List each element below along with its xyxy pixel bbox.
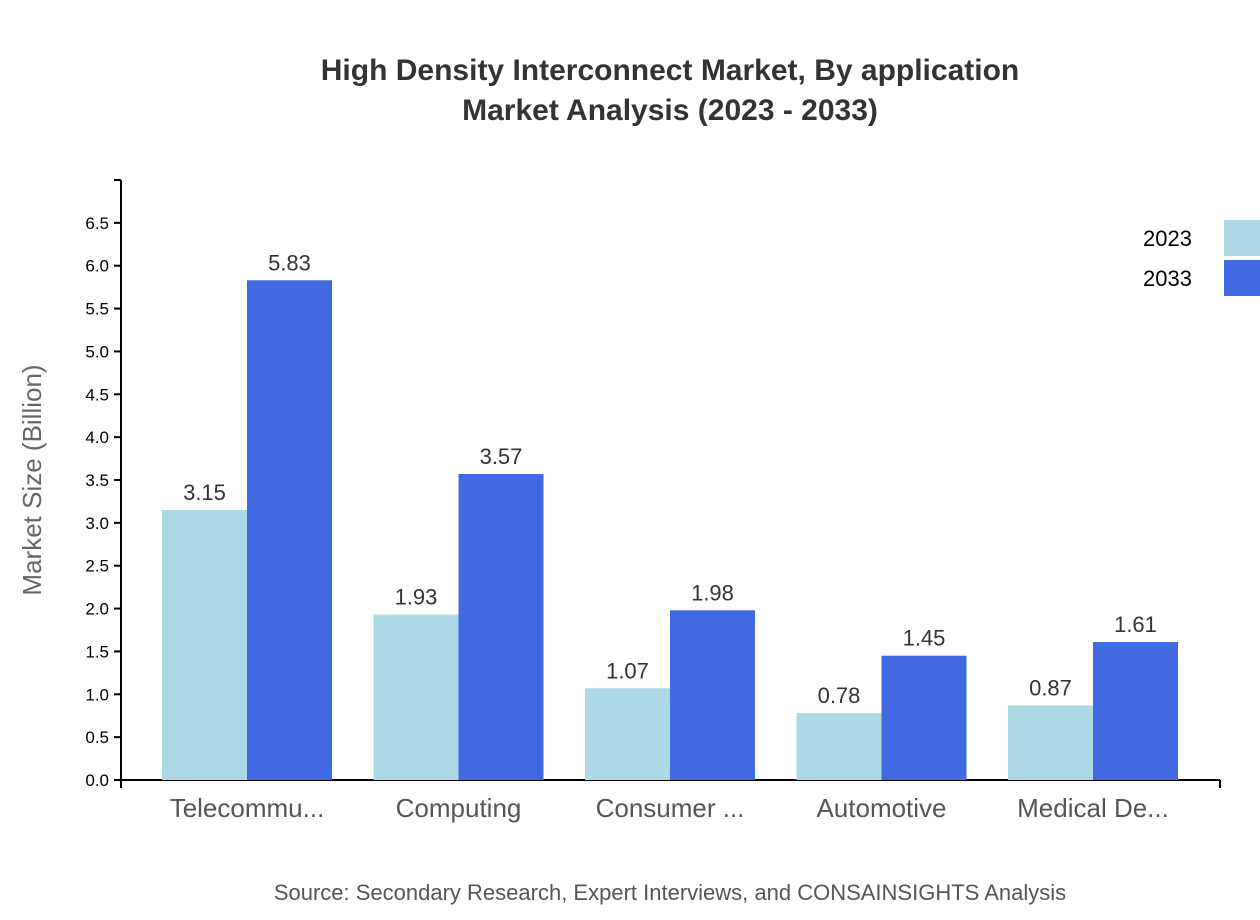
bar-2023	[585, 688, 670, 780]
legend-swatch-2023	[1224, 220, 1260, 256]
y-tick-label: 0.5	[85, 728, 109, 747]
data-label: 0.78	[818, 683, 861, 708]
y-tick-label: 4.5	[85, 385, 109, 404]
chart-title: High Density Interconnect Market, By app…	[321, 54, 1019, 87]
data-label: 3.57	[480, 444, 523, 469]
legend-label: 2033	[1143, 266, 1192, 291]
bars: 3.15 5.83 1.93 3.57 1.07 1.98 0.78 1.45 0.87 1.61	[162, 250, 1178, 780]
legend-label: 2023	[1143, 226, 1192, 251]
data-label: 1.07	[606, 658, 649, 683]
data-label: 0.87	[1029, 675, 1072, 700]
y-tick-label: 6.0	[85, 257, 109, 276]
y-tick-label: 0.0	[85, 771, 109, 790]
data-label: 1.61	[1114, 612, 1157, 637]
y-tick-label: 5.5	[85, 300, 109, 319]
bar-2023	[162, 510, 247, 780]
y-tick-label: 1.0	[85, 685, 109, 704]
y-tick-label: 2.5	[85, 557, 109, 576]
y-tick-label: 3.5	[85, 471, 109, 490]
data-label: 1.98	[691, 580, 734, 605]
bar-2033	[1093, 642, 1178, 780]
x-tick-label: Medical De...	[1017, 793, 1169, 823]
x-tick-label: Consumer ...	[596, 793, 745, 823]
x-tick-label: Automotive	[816, 793, 946, 823]
y-tick-label: 2.0	[85, 600, 109, 619]
y-tick-label: 3.0	[85, 514, 109, 533]
data-label: 1.93	[395, 585, 438, 610]
y-tick-label: 6.5	[85, 214, 109, 233]
bar-2023	[796, 713, 882, 780]
bar-2023	[1008, 705, 1093, 780]
data-label: 5.83	[268, 250, 311, 275]
bar-2023	[373, 614, 459, 780]
bar-2033	[247, 280, 332, 780]
legend-swatch-2033	[1224, 260, 1260, 296]
x-tick-label: Telecommu...	[170, 793, 325, 823]
y-tick-label: 4.0	[85, 428, 109, 447]
chart-subtitle: Market Analysis (2023 - 2033)	[462, 94, 878, 127]
data-label: 1.45	[903, 626, 946, 651]
y-tick-label: 5.0	[85, 342, 109, 361]
bar-2033	[458, 474, 544, 780]
x-tick-label: Computing	[396, 793, 522, 823]
bar-2033	[670, 610, 755, 780]
y-tick-label: 1.5	[85, 642, 109, 661]
legend: 2023 2033	[1143, 220, 1260, 296]
y-axis-label: Market Size (Billion)	[17, 364, 47, 595]
data-label: 3.15	[183, 480, 226, 505]
bar-2033	[881, 655, 967, 780]
source-note: Source: Secondary Research, Expert Inter…	[274, 880, 1066, 905]
